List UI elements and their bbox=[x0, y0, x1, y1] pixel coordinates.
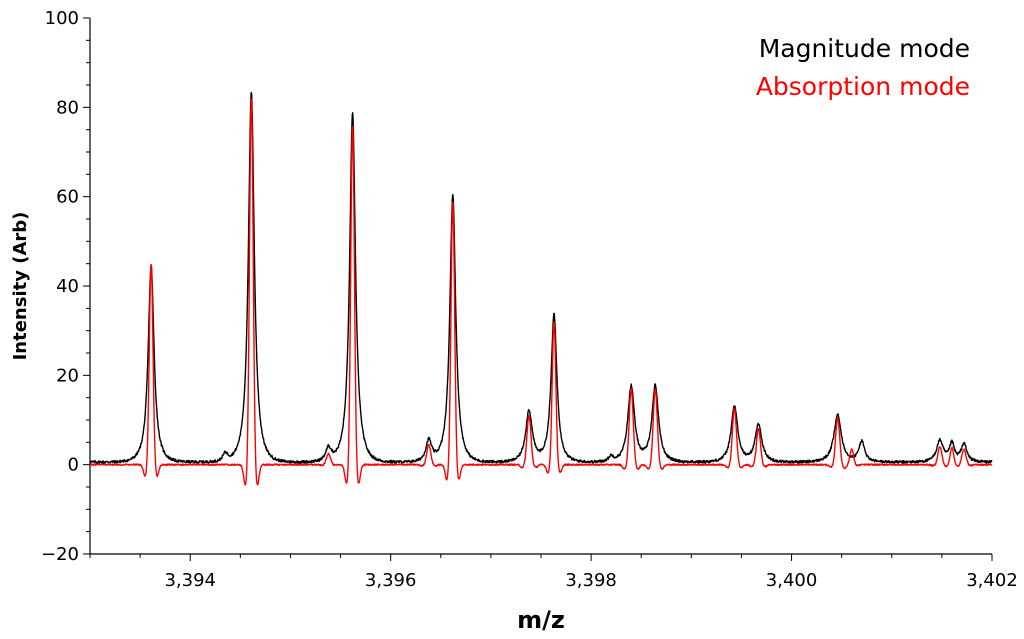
y-ticks: −20 0 20 40 60 80 100 bbox=[41, 8, 90, 565]
y-tick-label: 40 bbox=[56, 276, 79, 297]
x-tick-label: 3,400 bbox=[766, 570, 818, 591]
x-tick-label: 3,398 bbox=[565, 570, 617, 591]
x-tick-label: 3,402 bbox=[966, 570, 1018, 591]
series-line-magnitude bbox=[89, 91, 993, 464]
series-line-absorption bbox=[89, 98, 993, 486]
y-tick-label: 100 bbox=[45, 8, 79, 29]
x-tick-label: 3,394 bbox=[164, 570, 216, 591]
y-tick-label: −20 bbox=[41, 544, 79, 565]
y-tick-label: 60 bbox=[56, 187, 79, 208]
legend-entry-absorption: Absorption mode bbox=[756, 72, 970, 101]
x-tick-label: 3,396 bbox=[365, 570, 417, 591]
x-axis-title: m/z bbox=[517, 606, 565, 634]
y-tick-label: 80 bbox=[56, 97, 79, 118]
legend: Magnitude mode Absorption mode bbox=[756, 34, 970, 101]
y-axis-title: Intensity (Arb) bbox=[10, 212, 31, 361]
y-tick-label: 0 bbox=[68, 455, 79, 476]
series-layer bbox=[89, 91, 993, 486]
legend-entry-magnitude: Magnitude mode bbox=[759, 34, 970, 63]
y-tick-label: 20 bbox=[56, 365, 79, 386]
x-ticks: 3,394 3,396 3,398 3,400 3,402 bbox=[89, 554, 1018, 591]
